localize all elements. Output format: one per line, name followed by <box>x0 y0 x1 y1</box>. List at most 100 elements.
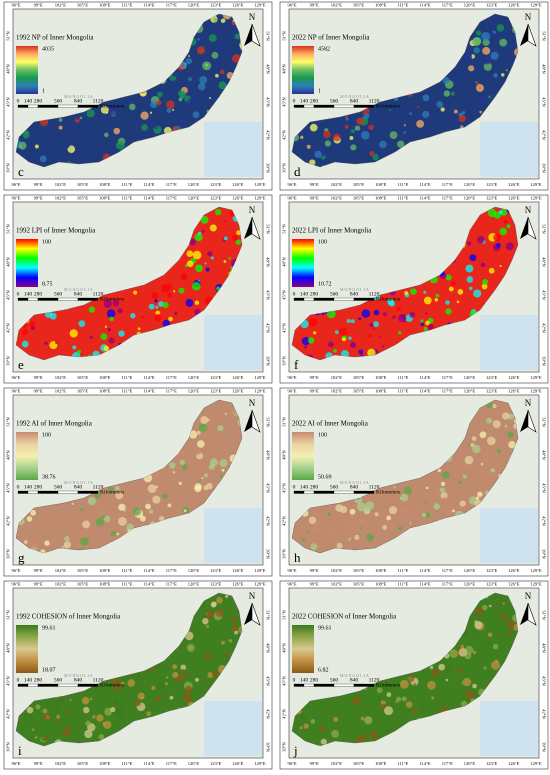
lat-tick-label: 39°N <box>282 162 287 172</box>
lon-tick-label: 129°E <box>530 568 542 573</box>
texture-dot <box>114 485 120 491</box>
texture-dot <box>166 284 173 290</box>
lon-tick-label: 96°E <box>11 196 20 201</box>
scale-segment <box>303 297 315 301</box>
texture-dot <box>216 286 221 291</box>
texture-dot <box>440 491 448 500</box>
texture-dot <box>350 144 357 151</box>
legend-min: 1 <box>42 88 45 94</box>
lon-tick-label: 102°E <box>331 196 343 201</box>
texture-dot <box>384 706 394 716</box>
lat-tick-label: 42°N <box>265 709 270 719</box>
scale-segment <box>17 297 29 301</box>
texture-dot <box>343 705 347 709</box>
texture-dot <box>231 21 235 26</box>
north-arrow <box>251 409 261 433</box>
texture-dot <box>69 329 78 338</box>
texture-dot <box>87 496 97 506</box>
lon-tick-label: 123°E <box>210 182 222 187</box>
texture-dot <box>465 690 475 700</box>
scale-segment <box>27 297 39 301</box>
lon-tick-label: 114°E <box>420 3 431 8</box>
texture-dot <box>192 282 201 291</box>
lon-tick-label: 99°E <box>310 375 319 380</box>
texture-dot <box>108 486 114 493</box>
north-arrow <box>520 410 528 432</box>
lon-tick-label: 129°E <box>254 182 266 187</box>
texture-dot <box>26 706 34 714</box>
texture-dot <box>442 471 450 479</box>
lon-tick-label: 105°E <box>77 389 89 394</box>
texture-dot <box>149 111 153 114</box>
texture-dot <box>88 306 96 313</box>
texture-dot <box>377 520 383 526</box>
texture-dot <box>499 38 508 47</box>
lon-tick-label: 105°E <box>353 375 365 380</box>
texture-dot <box>178 97 183 102</box>
panel-letter: h <box>294 550 301 565</box>
texture-dot <box>30 509 37 516</box>
texture-dot <box>89 335 93 339</box>
scale-segment <box>333 104 355 108</box>
texture-dot <box>487 632 493 638</box>
texture-dot <box>372 153 379 161</box>
texture-dot <box>472 444 481 454</box>
texture-dot <box>208 463 215 470</box>
texture-dot <box>425 320 430 326</box>
texture-dot <box>445 274 452 281</box>
lat-tick-label: 42°N <box>282 322 287 332</box>
lon-tick-label: 120°E <box>188 196 200 201</box>
texture-dot <box>50 738 53 741</box>
texture-dot <box>472 683 477 689</box>
scale-label: 280 <box>310 484 319 490</box>
lon-tick-label: 102°E <box>331 582 343 587</box>
texture-dot <box>443 696 447 700</box>
lon-tick-label: 99°E <box>310 761 319 766</box>
texture-dot <box>490 468 496 473</box>
lon-tick-label: 126°E <box>508 761 520 766</box>
lon-tick-label: 99°E <box>34 568 43 573</box>
texture-dot <box>443 506 453 516</box>
texture-dot <box>209 224 217 232</box>
lon-tick-label: 123°E <box>210 3 222 8</box>
lon-tick-label: 114°E <box>420 182 431 187</box>
lon-tick-label: 105°E <box>77 196 89 201</box>
lat-tick-label: 51°N <box>265 31 270 41</box>
lat-tick-label: 42°N <box>265 323 270 333</box>
lon-tick-label: 129°E <box>530 761 542 766</box>
texture-dot <box>72 345 77 350</box>
texture-dot <box>221 468 225 472</box>
texture-dot <box>225 594 229 599</box>
lon-tick-label: 105°E <box>353 568 365 573</box>
texture-dot <box>150 667 155 673</box>
lon-tick-label: 105°E <box>77 568 89 573</box>
texture-dot <box>506 224 511 229</box>
texture-dot <box>104 132 109 138</box>
texture-dot <box>301 537 306 542</box>
texture-dot <box>416 119 425 128</box>
lon-tick-label: 108°E <box>375 3 387 8</box>
lon-tick-label: 117°E <box>166 182 177 187</box>
scale-segment <box>57 104 79 108</box>
texture-dot <box>327 530 334 537</box>
texture-dot <box>451 281 456 287</box>
scale-label: 560 <box>330 484 339 490</box>
texture-dot <box>398 113 403 118</box>
texture-dot <box>301 336 310 346</box>
texture-dot <box>219 474 223 478</box>
texture-dot <box>496 242 501 248</box>
north-label: N <box>249 398 256 408</box>
texture-dot <box>373 538 378 543</box>
scale-label: 280 <box>34 677 43 683</box>
lon-tick-label: 96°E <box>287 568 296 573</box>
lat-tick-label: 51°N <box>265 224 270 234</box>
texture-dot <box>496 448 502 454</box>
lon-tick-label: 114°E <box>144 182 155 187</box>
texture-dot <box>482 604 488 611</box>
lon-tick-label: 123°E <box>210 196 222 201</box>
texture-dot <box>206 418 210 422</box>
texture-dot <box>308 318 318 327</box>
texture-dot <box>352 696 361 705</box>
texture-dot <box>146 711 152 717</box>
scale-segment <box>77 683 99 687</box>
